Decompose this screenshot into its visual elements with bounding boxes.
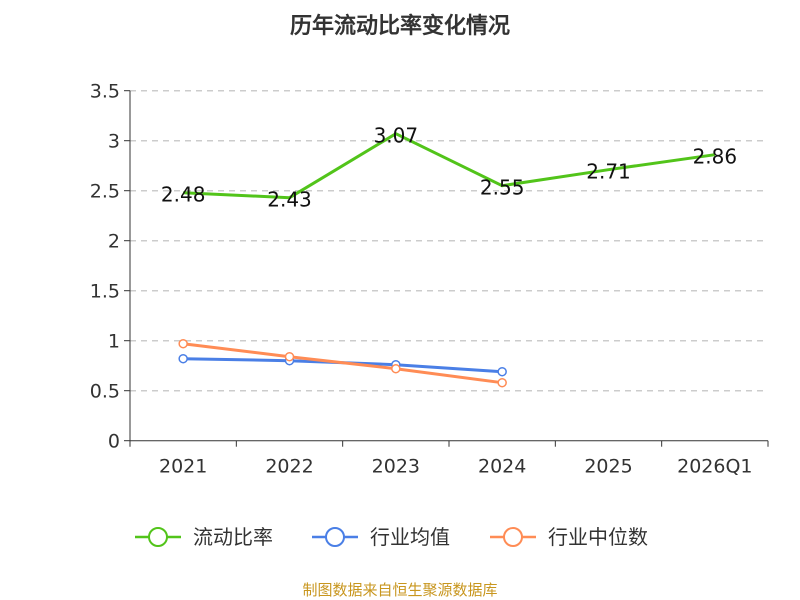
y-tick-label: 2 (108, 231, 120, 253)
y-tick-label: 1 (108, 331, 120, 353)
data-label: 2.48 (161, 183, 206, 207)
legend-marker (148, 527, 168, 547)
x-tick-label: 2024 (478, 456, 526, 478)
legend-label: 行业均值 (370, 525, 450, 549)
legend-label: 行业中位数 (548, 525, 648, 549)
data-label: 2.55 (480, 176, 525, 200)
data-point (391, 363, 401, 374)
x-tick-label: 2022 (265, 456, 313, 478)
y-tick-label: 1.5 (90, 281, 120, 303)
series-line-2 (182, 342, 503, 385)
legend-marker (325, 527, 345, 547)
y-tick-label: 0 (108, 431, 120, 453)
y-tick-label: 0.5 (90, 381, 120, 403)
y-tick-label: 3.5 (90, 81, 120, 103)
data-label: 2.86 (693, 145, 738, 169)
data-label: 2.43 (267, 188, 312, 212)
y-tick-label: 3 (108, 131, 120, 153)
data-point (178, 338, 188, 349)
y-tick-label: 2.5 (90, 181, 120, 203)
series-line-1 (183, 357, 503, 374)
source-note: 制图数据来自恒生聚源数据库 (302, 581, 497, 599)
legend-label: 流动比率 (193, 525, 273, 549)
data-label: 3.07 (374, 124, 419, 148)
data-point (284, 351, 295, 362)
data-label: 2.71 (586, 160, 631, 184)
legend-marker (503, 527, 523, 547)
x-tick-label: 2026Q1 (677, 456, 752, 478)
x-tick-label: 2025 (584, 456, 632, 478)
data-point (497, 366, 507, 377)
series-line-0 (183, 131, 716, 200)
data-point (497, 377, 507, 388)
x-tick-label: 2021 (159, 456, 207, 478)
chart-title: 历年流动比率变化情况 (290, 13, 510, 39)
data-point (178, 353, 188, 364)
x-tick-label: 2023 (372, 456, 420, 478)
